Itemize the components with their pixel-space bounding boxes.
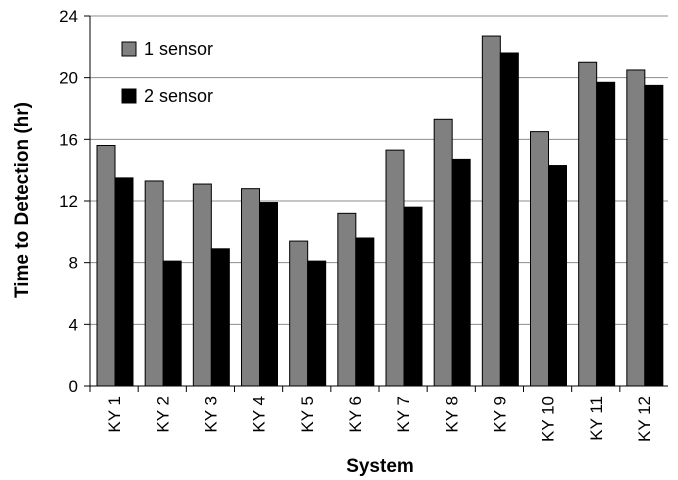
bar-2-sensor-ky-11 [596, 81, 616, 387]
x-tick-label: KY 11 [587, 396, 606, 441]
bar-1-sensor-ky-6 [337, 212, 357, 387]
bar-2-sensor-ky-7 [403, 206, 423, 387]
bar-1-sensor-ky-5 [289, 240, 309, 387]
bar-1-sensor-ky-1 [96, 145, 116, 387]
bar-2-sensor-ky-9 [499, 52, 519, 387]
x-tick-label: KY 10 [539, 396, 558, 442]
x-axis-ticks: KY 1 KY 2 KY 3 KY 4 KY 5 KY 6 KY 7 KY 8 KY 9 KY 1… [89, 386, 654, 442]
y-tick-label: 4 [69, 315, 78, 334]
y-tick-label: 24 [59, 7, 78, 26]
x-tick-label: KY 1 [105, 396, 124, 433]
bar-2-sensor-ky-5 [307, 260, 327, 387]
bar-2-sensor-ky-6 [355, 237, 375, 387]
bar-2-sensor-ky-2 [162, 260, 182, 387]
legend-swatch-1-sensor [121, 41, 137, 57]
x-tick-label: KY 12 [635, 396, 654, 442]
y-tick-label: 12 [59, 192, 78, 211]
bar-2-sensor-ky-3 [210, 248, 230, 387]
y-axis-title: Time to Detection (hr) [12, 102, 33, 298]
bar-2-sensor-ky-12 [644, 84, 664, 387]
bar-1-sensor-ky-3 [192, 183, 212, 387]
legend-label-2-sensor: 2 sensor [144, 86, 213, 106]
bar-1-sensor-ky-8 [433, 118, 453, 387]
bar-1-sensor-ky-2 [144, 180, 164, 387]
x-tick-label: KY 3 [201, 396, 220, 433]
gridlines [90, 15, 668, 387]
bar-2-sensor-ky-1 [114, 177, 134, 387]
legend-label-1-sensor: 1 sensor [144, 39, 213, 59]
y-tick-label: 20 [59, 69, 78, 88]
x-tick-label: KY 4 [250, 396, 269, 433]
bar-1-sensor-ky-11 [578, 61, 598, 387]
bars [96, 35, 664, 387]
bar-1-sensor-ky-10 [530, 131, 549, 387]
x-tick-label: KY 2 [153, 396, 172, 433]
bar-1-sensor-ky-7 [385, 149, 405, 387]
legend: 1 sensor 2 sensor [121, 39, 213, 106]
x-tick-label: KY 9 [490, 396, 509, 433]
bar-1-sensor-ky-4 [241, 188, 260, 387]
x-axis-title: System [346, 456, 414, 477]
y-tick-label: 0 [69, 377, 78, 396]
bar-2-sensor-ky-4 [259, 202, 278, 387]
legend-swatch-2-sensor [121, 88, 137, 104]
x-tick-label: KY 8 [442, 396, 461, 433]
x-tick-label: KY 5 [298, 396, 317, 433]
y-tick-label: 8 [69, 254, 78, 273]
bar-2-sensor-ky-8 [451, 158, 471, 387]
y-tick-label: 16 [59, 130, 78, 149]
x-tick-label: KY 7 [394, 396, 413, 433]
bar-2-sensor-ky-10 [548, 165, 567, 387]
bar-1-sensor-ky-12 [626, 69, 646, 387]
bar-1-sensor-ky-9 [481, 35, 501, 387]
x-tick-label: KY 6 [346, 396, 365, 433]
